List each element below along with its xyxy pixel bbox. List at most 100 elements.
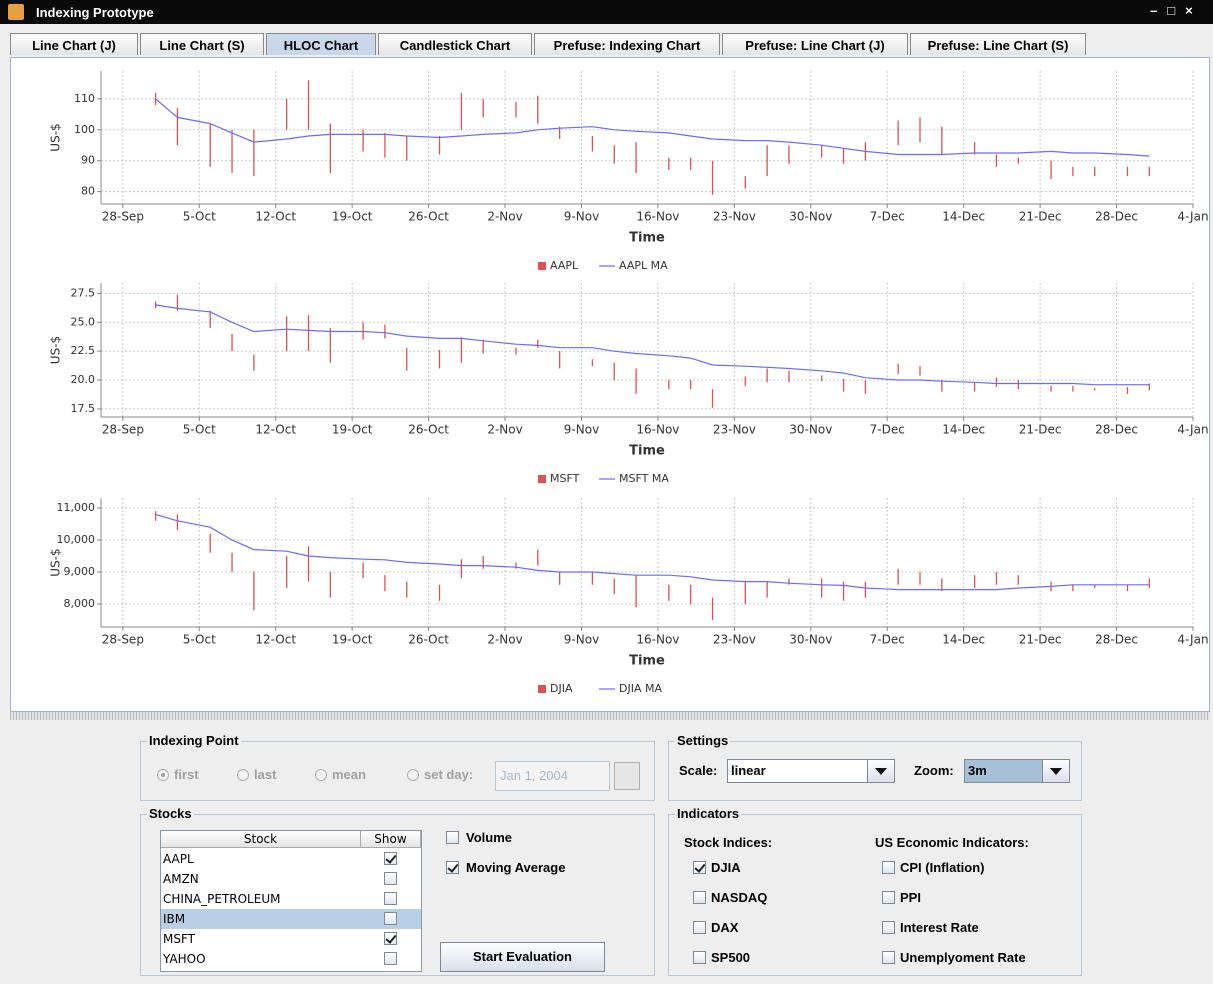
legend-label: DJIA <box>550 682 573 695</box>
x-tick-label: 23-Nov <box>713 633 756 647</box>
x-axis-label: Time <box>629 231 665 246</box>
tab[interactable]: HLOC Chart <box>266 33 376 55</box>
scale-combo[interactable]: linear <box>727 759 895 783</box>
x-tick-label: 4-Jan <box>1177 633 1208 647</box>
x-tick-label: 19-Oct <box>332 633 373 647</box>
y-tick-label: 27.5 <box>71 286 96 299</box>
column-header[interactable]: Stock <box>161 831 361 848</box>
split-divider[interactable] <box>10 712 1210 720</box>
checkbox-label: Interest Rate <box>900 920 979 935</box>
y-axis-label: US-$ <box>49 123 63 151</box>
checkbox[interactable] <box>693 861 706 874</box>
stock-name: AMZN <box>163 872 199 886</box>
x-tick-label: 28-Sep <box>102 633 144 647</box>
x-tick-label: 30-Nov <box>789 633 832 647</box>
x-tick-label: 16-Nov <box>636 210 679 224</box>
table-row[interactable]: YAHOO <box>161 949 421 969</box>
tab[interactable]: Line Chart (S) <box>140 33 264 55</box>
legend-label: MSFT MA <box>619 472 669 485</box>
x-tick-label: 21-Dec <box>1019 633 1062 647</box>
x-tick-label: 23-Nov <box>713 210 756 224</box>
table-row[interactable]: AMZN <box>161 869 421 889</box>
window-controls[interactable]: –□× <box>1150 3 1203 18</box>
radio-label: last <box>254 767 277 782</box>
x-tick-label: 28-Dec <box>1095 210 1138 224</box>
checkbox-label: Unemplyoment Rate <box>900 950 1026 965</box>
start-button[interactable]: Start Evaluation <box>440 942 605 972</box>
checkbox-label: Volume <box>466 830 512 845</box>
date-field[interactable]: Jan 1, 2004 <box>495 761 610 791</box>
y-tick-label: 10,000 <box>57 533 96 546</box>
radio-label: mean <box>332 767 366 782</box>
x-tick-label: 19-Oct <box>332 210 373 224</box>
table-row[interactable]: CHINA_PETROLEUM <box>161 889 421 909</box>
checkbox-label: NASDAQ <box>711 890 768 905</box>
checkbox[interactable] <box>693 951 706 964</box>
x-tick-label: 12-Oct <box>255 633 296 647</box>
charts: 80 90 100 110 28-Sep 5-Oct 12-Oct 19-Oct 26-Oct 2… <box>49 71 1209 695</box>
x-tick-label: 12-Oct <box>255 423 296 437</box>
y-tick-label: 100 <box>74 123 95 136</box>
table-row[interactable]: IBM <box>161 909 421 929</box>
tab[interactable]: Prefuse: Line Chart (J) <box>722 33 908 55</box>
x-tick-label: 26-Oct <box>408 423 449 437</box>
show-checkbox[interactable] <box>384 932 397 945</box>
group-title: Indicators <box>675 806 742 821</box>
checkbox[interactable] <box>446 831 459 844</box>
checkbox[interactable] <box>882 951 895 964</box>
checkbox-label: DJIA <box>711 860 741 875</box>
x-tick-label: 7-Dec <box>870 633 905 647</box>
x-tick-label: 26-Oct <box>408 210 449 224</box>
y-axis-label: US-$ <box>49 548 63 576</box>
show-checkbox[interactable] <box>384 952 397 965</box>
scale-label: Scale: <box>679 763 718 778</box>
date-picker-button[interactable] <box>614 762 640 790</box>
radio-label: set day: <box>424 767 474 782</box>
indicators-group: Indicators Stock Indices: US Economic In… <box>668 806 1082 976</box>
checkbox[interactable] <box>693 921 706 934</box>
checkbox-label: DAX <box>711 920 739 935</box>
zoom-value: 3m <box>968 763 987 778</box>
x-tick-label: 7-Dec <box>870 210 905 224</box>
x-tick-label: 23-Nov <box>713 423 756 437</box>
x-tick-label: 5-Oct <box>183 423 216 437</box>
zoom-combo[interactable]: 3m <box>964 759 1070 783</box>
x-tick-label: 4-Jan <box>1177 423 1208 437</box>
stock-name: AAPL <box>163 852 194 866</box>
x-tick-label: 19-Oct <box>332 423 373 437</box>
radio-button[interactable] <box>315 769 327 781</box>
radio-button[interactable] <box>407 769 419 781</box>
checkbox-label: CPI (Inflation) <box>900 860 985 875</box>
show-checkbox[interactable] <box>384 912 397 925</box>
tab[interactable]: Prefuse: Line Chart (S) <box>910 33 1086 55</box>
checkbox[interactable] <box>882 891 895 904</box>
table-row[interactable]: AAPL <box>161 849 421 869</box>
checkbox-label: SP500 <box>711 950 751 965</box>
zoom-label: Zoom: <box>914 763 954 778</box>
checkbox[interactable] <box>446 861 459 874</box>
x-tick-label: 4-Jan <box>1177 210 1208 224</box>
x-tick-label: 30-Nov <box>789 210 832 224</box>
show-checkbox[interactable] <box>384 852 397 865</box>
radio-button[interactable] <box>157 769 169 781</box>
y-tick-label: 9,000 <box>64 565 96 578</box>
show-checkbox[interactable] <box>384 872 397 885</box>
x-tick-label: 28-Sep <box>102 210 144 224</box>
table-row[interactable]: MSFT <box>161 929 421 949</box>
legend-label: DJIA MA <box>619 682 662 695</box>
y-tick-label: 17.5 <box>71 402 96 415</box>
x-tick-label: 16-Nov <box>636 633 679 647</box>
tab[interactable]: Line Chart (J) <box>10 33 138 55</box>
tab[interactable]: Prefuse: Indexing Chart <box>534 33 720 55</box>
checkbox-label: Moving Average <box>466 860 566 875</box>
group-title: Indexing Point <box>147 733 241 748</box>
x-tick-label: 2-Nov <box>487 633 522 647</box>
x-axis-label: Time <box>629 444 665 459</box>
checkbox[interactable] <box>882 921 895 934</box>
show-checkbox[interactable] <box>384 892 397 905</box>
tab[interactable]: Candlestick Chart <box>378 33 532 55</box>
checkbox[interactable] <box>882 861 895 874</box>
column-header[interactable]: Show <box>361 831 421 848</box>
checkbox[interactable] <box>693 891 706 904</box>
radio-button[interactable] <box>237 769 249 781</box>
